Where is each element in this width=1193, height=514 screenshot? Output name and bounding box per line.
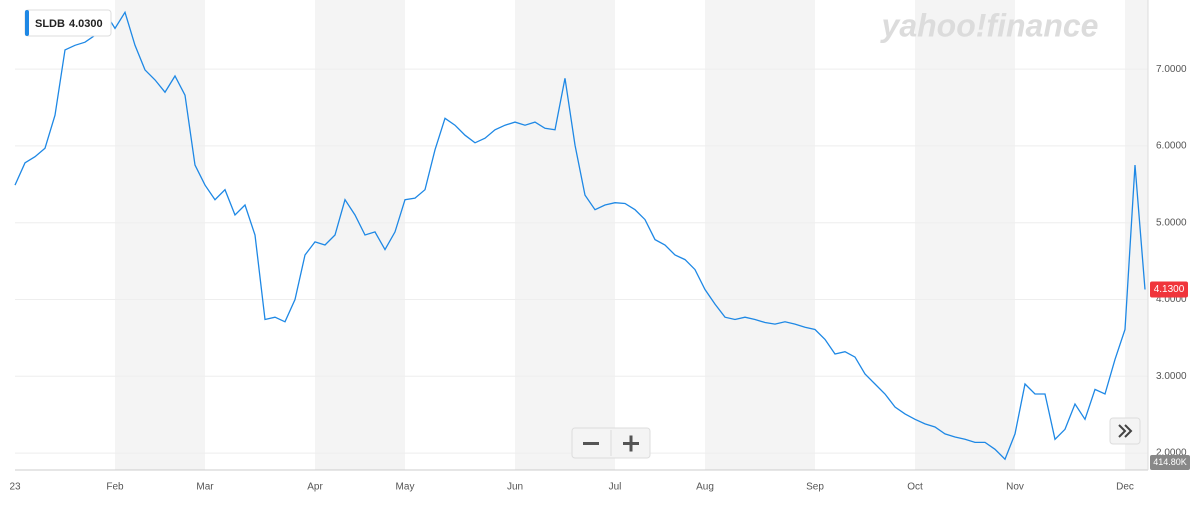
legend-swatch (25, 10, 29, 36)
zoom-in[interactable] (623, 435, 639, 452)
month-band (515, 0, 615, 470)
x-tick-label: Aug (696, 482, 714, 493)
price-tag: 4.1300 (1154, 284, 1185, 295)
legend-value: 4.0300 (69, 18, 103, 30)
x-tick-label: Jun (507, 482, 523, 493)
x-tick-label: May (396, 482, 415, 493)
y-tick-label: 6.0000 (1156, 141, 1187, 152)
month-bands (115, 0, 1148, 470)
month-band (915, 0, 1015, 470)
x-tick-label: Feb (106, 482, 124, 493)
legend: SLDB 4.0300 (24, 9, 112, 37)
y-tick-label: 4.0000 (1156, 294, 1187, 305)
y-tick-label: 3.0000 (1156, 371, 1187, 382)
x-tick-label: Jul (609, 482, 622, 493)
x-tick-label: Nov (1006, 482, 1024, 493)
price-line (14, 10, 1146, 461)
logo: yahoo!finance (880, 7, 1099, 43)
volume-label: 414.80K (1153, 457, 1187, 467)
y-tick-label: 7.0000 (1156, 64, 1187, 75)
grid (15, 68, 1148, 454)
x-tick-label: Apr (307, 482, 323, 493)
month-band (1125, 0, 1148, 470)
volume-box (1150, 455, 1190, 470)
x-tick-label: Dec (1116, 482, 1134, 493)
y-tick-label: 5.0000 (1156, 217, 1187, 228)
month-band (315, 0, 405, 470)
price-tag-box (1150, 281, 1188, 298)
zoom-out[interactable] (583, 442, 599, 445)
month-band (115, 0, 205, 470)
month-band (705, 0, 815, 470)
x-tick-label: Sep (806, 482, 824, 493)
scroll-button[interactable] (1109, 417, 1141, 445)
x-tick-label: Mar (196, 482, 214, 493)
zoom-controls (571, 427, 651, 459)
x-tick-label: Oct (907, 482, 923, 493)
plot (14, 10, 1146, 461)
x-tick-label: 23 (9, 482, 21, 493)
y-tick-label: 2.0000 (1156, 448, 1187, 459)
legend-name: SLDB (35, 18, 65, 30)
